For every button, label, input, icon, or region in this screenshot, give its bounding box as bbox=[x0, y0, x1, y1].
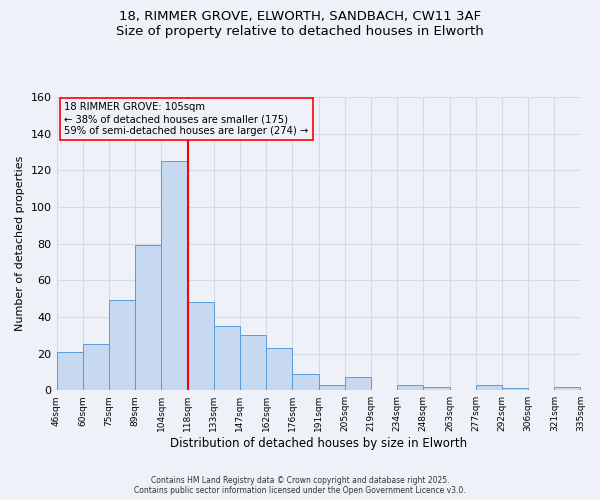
Bar bbox=[319, 384, 345, 390]
Bar bbox=[214, 326, 240, 390]
Bar bbox=[83, 344, 109, 390]
Bar bbox=[240, 335, 266, 390]
Bar bbox=[188, 302, 214, 390]
Bar bbox=[292, 374, 319, 390]
Text: 18 RIMMER GROVE: 105sqm
← 38% of detached houses are smaller (175)
59% of semi-d: 18 RIMMER GROVE: 105sqm ← 38% of detache… bbox=[64, 102, 308, 136]
Text: Contains HM Land Registry data © Crown copyright and database right 2025.
Contai: Contains HM Land Registry data © Crown c… bbox=[134, 476, 466, 495]
X-axis label: Distribution of detached houses by size in Elworth: Distribution of detached houses by size … bbox=[170, 437, 467, 450]
Bar bbox=[161, 161, 188, 390]
Y-axis label: Number of detached properties: Number of detached properties bbox=[15, 156, 25, 332]
Bar bbox=[424, 386, 449, 390]
Bar bbox=[266, 348, 292, 390]
Bar bbox=[109, 300, 135, 390]
Bar bbox=[476, 384, 502, 390]
Bar bbox=[345, 378, 371, 390]
Bar bbox=[56, 352, 83, 390]
Text: 18, RIMMER GROVE, ELWORTH, SANDBACH, CW11 3AF
Size of property relative to detac: 18, RIMMER GROVE, ELWORTH, SANDBACH, CW1… bbox=[116, 10, 484, 38]
Bar bbox=[135, 246, 161, 390]
Bar bbox=[554, 386, 580, 390]
Bar bbox=[502, 388, 528, 390]
Bar bbox=[397, 384, 424, 390]
